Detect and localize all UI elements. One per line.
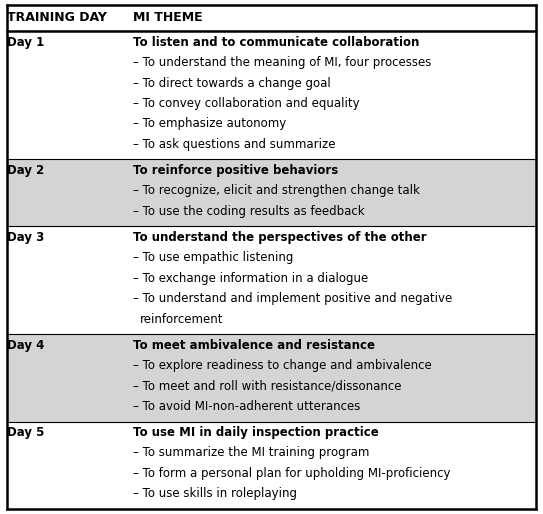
- Text: To meet ambivalence and resistance: To meet ambivalence and resistance: [133, 339, 375, 352]
- Text: – To understand the meaning of MI, four processes: – To understand the meaning of MI, four …: [133, 56, 431, 69]
- Text: – To meet and roll with resistance/dissonance: – To meet and roll with resistance/disso…: [133, 379, 401, 393]
- Text: – To explore readiness to change and ambivalence: – To explore readiness to change and amb…: [133, 359, 432, 372]
- Text: Day 4: Day 4: [7, 339, 44, 352]
- Text: Day 2: Day 2: [7, 164, 44, 177]
- Text: To use MI in daily inspection practice: To use MI in daily inspection practice: [133, 426, 379, 439]
- Bar: [7, 31, 536, 159]
- Text: – To use the coding results as feedback: – To use the coding results as feedback: [133, 205, 365, 218]
- Text: To listen and to communicate collaboration: To listen and to communicate collaborati…: [133, 36, 419, 49]
- Text: – To use empathic listening: – To use empathic listening: [133, 251, 293, 264]
- Text: Day 5: Day 5: [7, 426, 44, 439]
- Text: – To form a personal plan for upholding MI-proficiency: – To form a personal plan for upholding …: [133, 467, 451, 480]
- Bar: [7, 226, 536, 334]
- Text: To understand the perspectives of the other: To understand the perspectives of the ot…: [133, 231, 427, 244]
- Text: To reinforce positive behaviors: To reinforce positive behaviors: [133, 164, 338, 177]
- Text: TRAINING DAY: TRAINING DAY: [7, 11, 106, 24]
- Text: – To direct towards a change goal: – To direct towards a change goal: [133, 77, 331, 89]
- Bar: [7, 159, 536, 226]
- Text: reinforcement: reinforcement: [140, 313, 223, 325]
- Text: – To ask questions and summarize: – To ask questions and summarize: [133, 138, 336, 151]
- Text: – To exchange information in a dialogue: – To exchange information in a dialogue: [133, 272, 368, 285]
- Text: MI THEME: MI THEME: [133, 11, 203, 24]
- Text: – To summarize the MI training program: – To summarize the MI training program: [133, 447, 369, 460]
- Text: – To convey collaboration and equality: – To convey collaboration and equality: [133, 97, 359, 110]
- Text: – To avoid MI-non-adherent utterances: – To avoid MI-non-adherent utterances: [133, 400, 361, 413]
- Bar: [7, 334, 536, 421]
- Bar: [7, 5, 536, 31]
- Text: – To understand and implement positive and negative: – To understand and implement positive a…: [133, 292, 452, 305]
- Bar: [7, 421, 536, 509]
- Text: Day 1: Day 1: [7, 36, 44, 49]
- Text: – To use skills in roleplaying: – To use skills in roleplaying: [133, 487, 297, 500]
- Text: – To recognize, elicit and strengthen change talk: – To recognize, elicit and strengthen ch…: [133, 185, 420, 197]
- Text: – To emphasize autonomy: – To emphasize autonomy: [133, 117, 286, 131]
- Text: Day 3: Day 3: [7, 231, 44, 244]
